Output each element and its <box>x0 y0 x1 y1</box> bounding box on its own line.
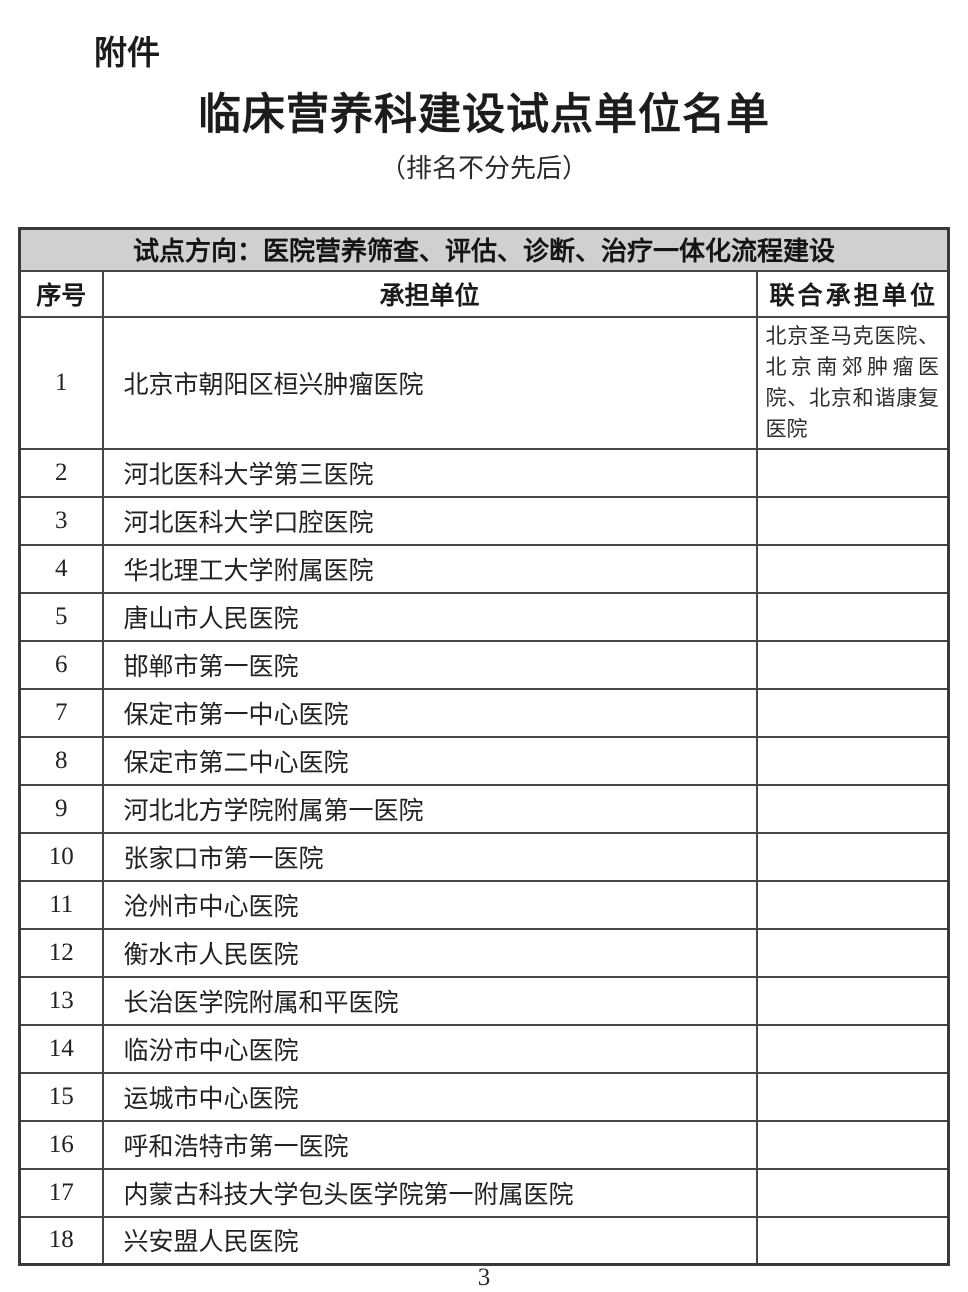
row-joint-units <box>755 495 950 546</box>
row-joint-units <box>755 783 950 834</box>
row-joint-units <box>755 831 950 882</box>
row-serial: 18 <box>18 1215 104 1266</box>
table-row: 15 运城市中心医院 <box>18 1071 950 1122</box>
row-serial: 7 <box>18 687 104 738</box>
table-row: 8 保定市第二中心医院 <box>18 735 950 786</box>
table-row: 12 衡水市人民医院 <box>18 927 950 978</box>
row-unit-name: 衡水市人民医院 <box>101 927 758 978</box>
row-serial: 13 <box>18 975 104 1026</box>
row-serial: 11 <box>18 879 104 930</box>
page-title: 临床营养科建设试点单位名单 <box>198 92 770 139</box>
page-subtitle: （排名不分先后） <box>379 154 588 183</box>
row-unit-name: 河北医科大学第三医院 <box>101 447 758 498</box>
row-serial: 10 <box>18 831 104 882</box>
table-row: 17 内蒙古科技大学包头医学院第一附属医院 <box>18 1167 950 1218</box>
row-serial: 3 <box>18 495 104 546</box>
row-serial: 2 <box>18 447 104 498</box>
row-serial: 15 <box>18 1071 104 1122</box>
row-serial: 4 <box>18 543 104 594</box>
table-row: 2 河北医科大学第三医院 <box>18 447 950 498</box>
row-joint-units <box>755 1167 950 1218</box>
row-unit-name: 运城市中心医院 <box>101 1071 758 1122</box>
table-row: 16 呼和浩特市第一医院 <box>18 1119 950 1170</box>
table-row: 14 临汾市中心医院 <box>18 1023 950 1074</box>
row-unit-name: 内蒙古科技大学包头医学院第一附属医院 <box>101 1167 758 1218</box>
row-joint-units <box>755 639 950 690</box>
row-joint-units <box>755 975 950 1026</box>
row-unit-name: 唐山市人民医院 <box>101 591 758 642</box>
row-unit-name: 邯郸市第一医院 <box>101 639 758 690</box>
row-serial: 8 <box>18 735 104 786</box>
table-row: 6 邯郸市第一医院 <box>18 639 950 690</box>
table-direction-header: 试点方向：医院营养筛查、评估、诊断、治疗一体化流程建设 <box>18 227 950 272</box>
row-serial: 12 <box>18 927 104 978</box>
row-joint-units <box>755 591 950 642</box>
column-header-row: 序号 承担单位 联合承担单位 <box>18 269 950 318</box>
column-header-serial: 序号 <box>18 269 104 318</box>
table-row: 10 张家口市第一医院 <box>18 831 950 882</box>
table-row: 13 长治医学院附属和平医院 <box>18 975 950 1026</box>
row-unit-name: 张家口市第一医院 <box>101 831 758 882</box>
table-row: 5 唐山市人民医院 <box>18 591 950 642</box>
row-joint-units <box>755 543 950 594</box>
row-joint-units <box>755 927 950 978</box>
table-row: 7 保定市第一中心医院 <box>18 687 950 738</box>
row-unit-name: 临汾市中心医院 <box>101 1023 758 1074</box>
table-row: 4 华北理工大学附属医院 <box>18 543 950 594</box>
row-joint-units <box>755 447 950 498</box>
row-unit-name: 沧州市中心医院 <box>101 879 758 930</box>
row-serial: 1 <box>18 315 104 450</box>
row-unit-name: 兴安盟人民医院 <box>101 1215 758 1266</box>
row-serial: 16 <box>18 1119 104 1170</box>
row-unit-name: 呼和浩特市第一医院 <box>101 1119 758 1170</box>
table-row: 9 河北北方学院附属第一医院 <box>18 783 950 834</box>
row-joint-units <box>755 1071 950 1122</box>
row-joint-units: 北京圣马克医院、北京南郊肿瘤医院、北京和谐康复医院 <box>755 315 950 450</box>
row-unit-name: 河北医科大学口腔医院 <box>101 495 758 546</box>
pilot-units-table: 试点方向：医院营养筛查、评估、诊断、治疗一体化流程建设 序号 承担单位 联合承担… <box>18 227 951 1266</box>
row-unit-name: 北京市朝阳区桓兴肿瘤医院 <box>101 315 758 450</box>
attachment-label: 附件 <box>94 34 160 71</box>
row-serial: 5 <box>18 591 104 642</box>
table-row: 18 兴安盟人民医院 <box>18 1215 950 1266</box>
row-unit-name: 华北理工大学附属医院 <box>101 543 758 594</box>
row-joint-units <box>755 1119 950 1170</box>
row-serial: 9 <box>18 783 104 834</box>
row-serial: 6 <box>18 639 104 690</box>
row-serial: 14 <box>18 1023 104 1074</box>
row-unit-name: 长治医学院附属和平医院 <box>101 975 758 1026</box>
page-number: 3 <box>477 1264 491 1291</box>
column-header-joint: 联合承担单位 <box>755 269 950 318</box>
table-row: 3 河北医科大学口腔医院 <box>18 495 950 546</box>
row-serial: 17 <box>18 1167 104 1218</box>
direction-header-row: 试点方向：医院营养筛查、评估、诊断、治疗一体化流程建设 <box>18 227 950 272</box>
column-header-unit: 承担单位 <box>101 269 758 318</box>
row-unit-name: 保定市第一中心医院 <box>101 687 758 738</box>
row-unit-name: 河北北方学院附属第一医院 <box>101 783 758 834</box>
row-joint-units <box>755 687 950 738</box>
row-joint-units <box>755 879 950 930</box>
table-row: 1 北京市朝阳区桓兴肿瘤医院 北京圣马克医院、北京南郊肿瘤医院、北京和谐康复医院 <box>18 315 950 450</box>
row-joint-units <box>755 1023 950 1074</box>
row-unit-name: 保定市第二中心医院 <box>101 735 758 786</box>
row-joint-units <box>755 1215 950 1266</box>
row-joint-units <box>755 735 950 786</box>
table-row: 11 沧州市中心医院 <box>18 879 950 930</box>
